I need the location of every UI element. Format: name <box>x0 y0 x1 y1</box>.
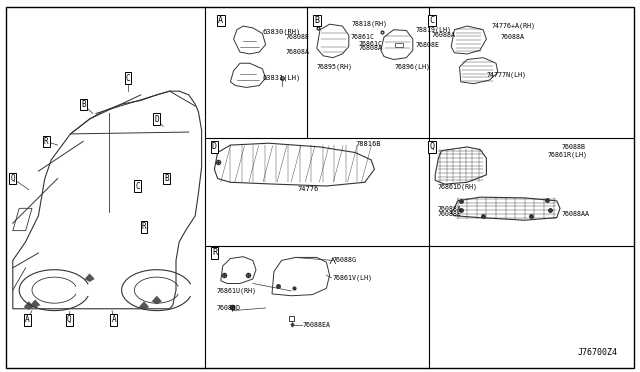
Text: 76861C: 76861C <box>351 34 375 40</box>
Text: 76861R(LH): 76861R(LH) <box>547 151 588 158</box>
Text: 76896(LH): 76896(LH) <box>394 64 430 70</box>
Text: 76088AA: 76088AA <box>562 211 590 217</box>
Text: 63830(RH): 63830(RH) <box>262 28 301 35</box>
Text: 76088B: 76088B <box>562 144 586 150</box>
Text: B: B <box>81 100 86 109</box>
Text: J76700Z4: J76700Z4 <box>578 348 618 357</box>
Text: 78816B: 78816B <box>355 141 381 147</box>
Text: C: C <box>429 16 435 25</box>
Text: A: A <box>25 315 30 324</box>
Text: 76088D: 76088D <box>216 305 241 311</box>
Text: 76088G: 76088G <box>333 257 357 263</box>
Text: Q: Q <box>67 315 72 324</box>
Text: 78818(RH): 78818(RH) <box>352 21 388 28</box>
Text: 76861U(RH): 76861U(RH) <box>216 288 257 294</box>
Text: B: B <box>164 174 169 183</box>
Text: R: R <box>44 137 49 146</box>
Bar <box>395 43 403 46</box>
Text: 76088A: 76088A <box>432 32 456 38</box>
Text: 76861D(RH): 76861D(RH) <box>438 183 478 190</box>
Bar <box>289 316 294 321</box>
Text: 76861V(LH): 76861V(LH) <box>333 275 372 281</box>
Text: C: C <box>125 74 131 83</box>
Text: D: D <box>154 115 159 124</box>
Bar <box>289 316 294 321</box>
Text: 74776: 74776 <box>298 186 319 192</box>
Text: 76895(RH): 76895(RH) <box>317 64 353 70</box>
Polygon shape <box>30 299 40 308</box>
Text: 76088E: 76088E <box>438 211 462 217</box>
Text: 76808E: 76808E <box>285 34 309 40</box>
Text: 76808A: 76808A <box>358 45 383 51</box>
Polygon shape <box>152 296 162 304</box>
Text: B: B <box>314 16 319 25</box>
Text: A: A <box>111 315 116 324</box>
Text: D: D <box>212 142 217 151</box>
Polygon shape <box>139 301 149 310</box>
Text: 78819(LH): 78819(LH) <box>416 26 452 33</box>
Text: 76808A: 76808A <box>285 49 309 55</box>
Text: R: R <box>141 222 147 231</box>
Polygon shape <box>84 273 95 282</box>
Text: 63831(LH): 63831(LH) <box>262 75 301 81</box>
Text: 76808E: 76808E <box>416 42 440 48</box>
Text: 74777N(LH): 74777N(LH) <box>486 71 526 78</box>
Text: 76088A: 76088A <box>438 206 462 212</box>
Text: A: A <box>218 16 223 25</box>
Text: 74776+A(RH): 74776+A(RH) <box>492 23 536 29</box>
Text: Q: Q <box>429 142 435 151</box>
Polygon shape <box>24 301 34 310</box>
Text: R: R <box>212 248 217 257</box>
Text: 76861C: 76861C <box>358 41 383 47</box>
Text: Q: Q <box>10 174 15 183</box>
Text: 76088A: 76088A <box>500 34 525 40</box>
Text: 76088EA: 76088EA <box>302 322 330 328</box>
Text: C: C <box>135 182 140 190</box>
